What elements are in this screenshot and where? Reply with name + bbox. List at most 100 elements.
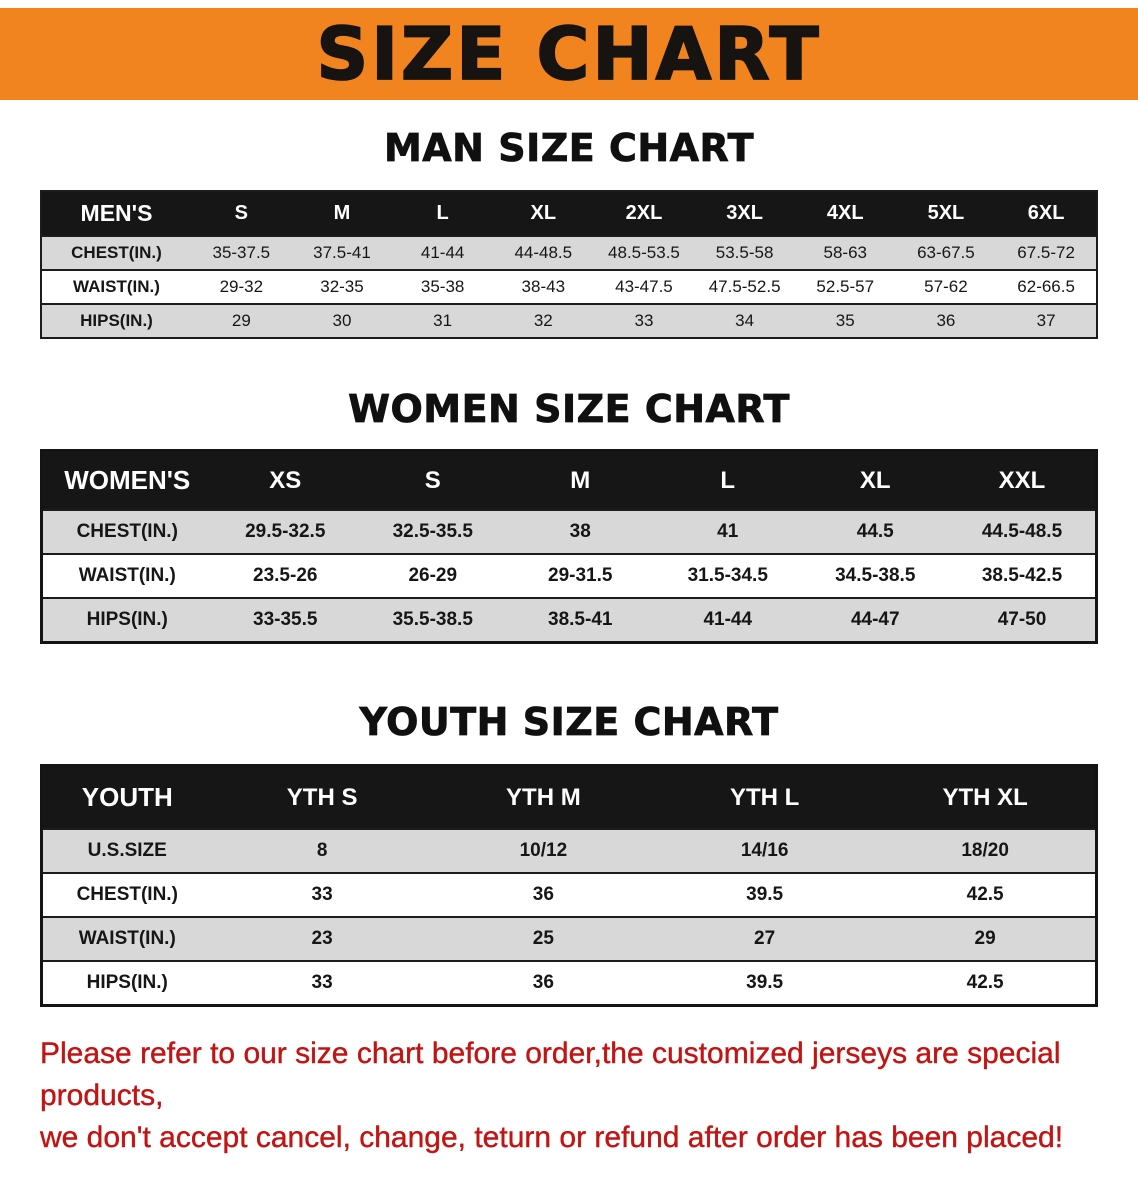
measurement-label: WAIST(IN.): [73, 277, 160, 296]
measurement-label: WAIST(IN.): [78, 565, 176, 586]
size-value: 38.5-42.5: [981, 565, 1063, 586]
size-value: 29-31.5: [548, 565, 613, 586]
size-chart-banner: SIZE CHART: [0, 8, 1138, 100]
size-column-header: M: [506, 450, 654, 510]
size-value: 36: [532, 972, 554, 993]
size-value: 57-62: [924, 277, 968, 296]
table-title-cell: YOUTH: [41, 765, 212, 829]
size-value: 35: [835, 311, 855, 330]
size-value: 41: [717, 521, 739, 542]
size-value: 33: [311, 884, 333, 905]
size-value: 47-50: [997, 609, 1047, 630]
size-value: 48.5-53.5: [608, 243, 680, 262]
size-value: 32-35: [320, 277, 364, 296]
size-charts: MAN SIZE CHART MEN'S S M L XL 2XL 3XL 4XL 5XL 6XL…: [0, 126, 1138, 1007]
size-value: 32: [533, 311, 553, 330]
size-column-header: XL: [492, 191, 594, 236]
measurement-label: HIPS(IN.): [86, 972, 168, 993]
size-column-header: L: [654, 450, 802, 510]
size-value: 44.5-48.5: [981, 521, 1063, 542]
size-value: 41-44: [703, 609, 753, 630]
size-value: 38.5-41: [548, 609, 613, 630]
size-value: 8: [316, 840, 328, 861]
header-row: WOMEN'S XS S M L XL XXL: [41, 450, 1097, 510]
order-notice: Please refer to our size chart before or…: [40, 1033, 1098, 1183]
size-value: 33: [311, 972, 333, 993]
notice-line-1: Please refer to our size chart before or…: [40, 1037, 1061, 1112]
size-value: 23: [311, 928, 333, 949]
size-column-header: M: [291, 191, 393, 236]
youth-size-section: YOUTH SIZE CHART YOUTH YTH S YTH M YTH L YTH…: [0, 700, 1138, 1007]
measurement-row: WAIST(IN.) 23.5-26 26-29 29-31.5 31.5-34.5 34…: [41, 554, 1097, 598]
measurement-label: HIPS(IN.): [86, 609, 168, 630]
size-value: 29: [974, 928, 996, 949]
size-value: 14/16: [740, 840, 789, 861]
size-value: 35-37.5: [212, 243, 271, 262]
header-row: YOUTH YTH S YTH M YTH L YTH XL: [41, 765, 1097, 829]
size-value: 47.5-52.5: [708, 277, 781, 296]
size-value: 25: [532, 928, 554, 949]
size-value: 44-48.5: [514, 243, 573, 262]
size-value: 43-47.5: [615, 277, 673, 296]
size-column-header: XXL: [949, 450, 1097, 510]
measurement-label: CHEST(IN.): [71, 243, 162, 262]
size-value: 33-35.5: [253, 609, 318, 630]
size-value: 26-29: [408, 565, 458, 586]
size-column-header: 6XL: [996, 191, 1097, 236]
size-value: 38: [569, 521, 591, 542]
table-title-cell: WOMEN'S: [41, 450, 212, 510]
size-value: 31.5-34.5: [687, 565, 768, 586]
size-column-header: YTH S: [211, 765, 433, 829]
measurement-label: CHEST(IN.): [76, 884, 178, 905]
size-value: 67.5-72: [1017, 243, 1075, 262]
size-column-header: 3XL: [694, 191, 795, 236]
measurement-label: U.S.SIZE: [87, 840, 167, 861]
size-value: 44.5: [856, 521, 894, 542]
size-value: 42.5: [966, 884, 1004, 905]
header-row: MEN'S S M L XL 2XL 3XL 4XL 5XL 6XL: [41, 191, 1097, 236]
men-size-heading: MAN SIZE CHART: [383, 126, 755, 171]
size-value: 44-47: [850, 609, 900, 630]
size-value: 41-44: [420, 243, 465, 262]
size-value: 23.5-26: [253, 565, 318, 586]
size-column-header: 2XL: [593, 191, 695, 236]
measurement-row: WAIST(IN.) 23 25 27 29: [41, 917, 1097, 961]
size-column-header: 5XL: [895, 191, 997, 236]
size-value: 27: [754, 928, 776, 949]
size-column-header: L: [392, 191, 493, 236]
table-title-cell: MEN'S: [41, 191, 191, 236]
measurement-row: U.S.SIZE 8 10/12 14/16 18/20: [41, 829, 1097, 873]
size-value: 32.5-35.5: [392, 521, 473, 542]
size-value: 29: [231, 311, 251, 330]
measurement-label: HIPS(IN.): [80, 311, 153, 330]
size-column-header: YTH XL: [875, 765, 1097, 829]
measurement-row: CHEST(IN.) 35-37.5 37.5-41 41-44 44-48.5 48.5…: [41, 236, 1097, 270]
measurement-row: CHEST(IN.) 33 36 39.5 42.5: [41, 873, 1097, 917]
size-column-header: S: [191, 191, 292, 236]
measurement-row: HIPS(IN.) 33 36 39.5 42.5: [41, 961, 1097, 1006]
size-value: 39.5: [746, 884, 784, 905]
youth-size-table: YOUTH YTH S YTH M YTH L YTH XL U.S.SIZE 8 10/12…: [40, 764, 1098, 1007]
size-value: 30: [332, 311, 352, 330]
measurement-label: CHEST(IN.): [76, 521, 178, 542]
size-value: 33: [634, 311, 654, 330]
size-value: 10/12: [519, 840, 568, 861]
size-value: 37.5-41: [313, 243, 371, 262]
measurement-label: WAIST(IN.): [78, 928, 176, 949]
page-title: SIZE CHART: [315, 12, 822, 96]
size-value: 29-32: [219, 277, 264, 296]
size-value: 31: [433, 311, 453, 330]
size-value: 36: [532, 884, 554, 905]
size-value: 34: [735, 311, 755, 330]
women-size-heading: WOMEN SIZE CHART: [348, 387, 790, 432]
size-column-header: 4XL: [794, 191, 896, 236]
size-value: 35.5-38.5: [392, 609, 473, 630]
size-value: 37: [1036, 311, 1056, 330]
size-value: 34.5-38.5: [835, 565, 916, 586]
measurement-row: HIPS(IN.) 29 30 31 32 33 34 35 36 37: [41, 304, 1097, 338]
size-value: 18/20: [961, 840, 1009, 861]
size-value: 52.5-57: [816, 277, 875, 296]
women-size-table: WOMEN'S XS S M L XL XXL CHEST(IN.) 29.5-32.5 32.5…: [40, 449, 1098, 644]
size-value: 63-67.5: [917, 243, 975, 262]
measurement-row: HIPS(IN.) 33-35.5 35.5-38.5 38.5-41 41-44 44-…: [41, 598, 1097, 643]
